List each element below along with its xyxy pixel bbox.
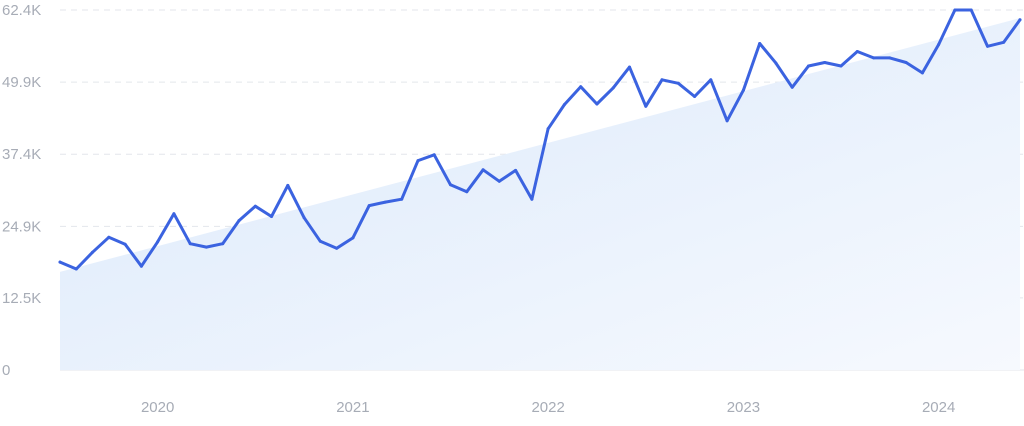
- data-point: [676, 81, 680, 85]
- x-axis: 2020 2021 2022 2023 2024: [141, 399, 955, 416]
- data-point: [530, 197, 534, 201]
- x-tick-label: 2020: [141, 399, 174, 416]
- data-point: [579, 85, 583, 89]
- data-point: [920, 71, 924, 75]
- data-point: [432, 153, 436, 157]
- data-point: [693, 95, 697, 98]
- data-point: [725, 119, 729, 123]
- data-point: [807, 64, 810, 68]
- data-point: [953, 8, 957, 12]
- data-point: [660, 78, 664, 82]
- data-point: [318, 239, 322, 243]
- y-tick-label: 62.4K: [2, 2, 41, 19]
- data-point: [74, 267, 78, 271]
- data-point: [628, 65, 631, 69]
- data-point: [514, 168, 518, 172]
- data-point: [904, 61, 908, 64]
- data-point: [221, 242, 225, 246]
- data-point: [562, 103, 566, 107]
- data-point: [1018, 18, 1022, 22]
- data-point: [367, 204, 371, 208]
- data-point: [839, 64, 843, 68]
- data-point: [497, 179, 501, 183]
- data-point: [774, 61, 778, 65]
- data-point: [139, 264, 143, 268]
- data-point: [302, 216, 306, 220]
- data-point: [644, 104, 648, 108]
- x-tick-label: 2021: [336, 399, 369, 416]
- y-tick-label: 12.5K: [2, 290, 41, 307]
- data-point: [546, 127, 550, 131]
- data-point: [449, 183, 452, 187]
- data-point: [156, 240, 160, 244]
- data-point: [1002, 40, 1006, 44]
- data-point: [383, 200, 387, 204]
- series-line: [58, 8, 1022, 271]
- data-point: [237, 219, 241, 223]
- data-point: [351, 236, 355, 240]
- data-point: [790, 85, 794, 89]
- data-point: [188, 242, 192, 246]
- data-point: [58, 260, 62, 264]
- data-point: [595, 102, 599, 106]
- x-tick-label: 2024: [922, 399, 955, 416]
- data-point: [855, 50, 859, 53]
- data-point: [107, 235, 111, 239]
- data-point: [400, 197, 404, 201]
- trend-area: [60, 18, 1020, 370]
- data-point: [465, 190, 469, 194]
- x-tick-label: 2023: [727, 399, 760, 416]
- data-point: [91, 250, 94, 254]
- data-point: [253, 204, 257, 208]
- y-tick-label: 24.9K: [2, 218, 41, 235]
- data-point: [123, 242, 127, 246]
- data-point: [270, 215, 273, 218]
- x-tick-label: 2022: [531, 399, 564, 416]
- data-point: [286, 183, 290, 187]
- data-point: [937, 43, 941, 47]
- data-point: [872, 56, 876, 60]
- data-point: [335, 246, 339, 250]
- data-point: [709, 78, 713, 82]
- data-point: [823, 61, 827, 64]
- y-axis: 0 12.5K 24.9K 37.4K 49.9K 62.4K: [2, 2, 41, 379]
- y-tick-label: 49.9K: [2, 74, 41, 91]
- data-point: [611, 86, 615, 90]
- point-layer: [58, 8, 1022, 271]
- y-tick-label: 37.4K: [2, 146, 41, 163]
- data-point: [888, 56, 892, 60]
- data-point: [758, 42, 762, 45]
- data-point: [172, 212, 176, 216]
- data-point: [986, 44, 989, 48]
- data-point: [741, 88, 745, 92]
- data-point: [416, 159, 420, 163]
- data-point: [204, 245, 208, 249]
- data-point: [969, 8, 973, 12]
- data-point: [481, 168, 485, 172]
- series-layer: [58, 8, 1022, 271]
- y-tick-label: 0: [2, 362, 10, 379]
